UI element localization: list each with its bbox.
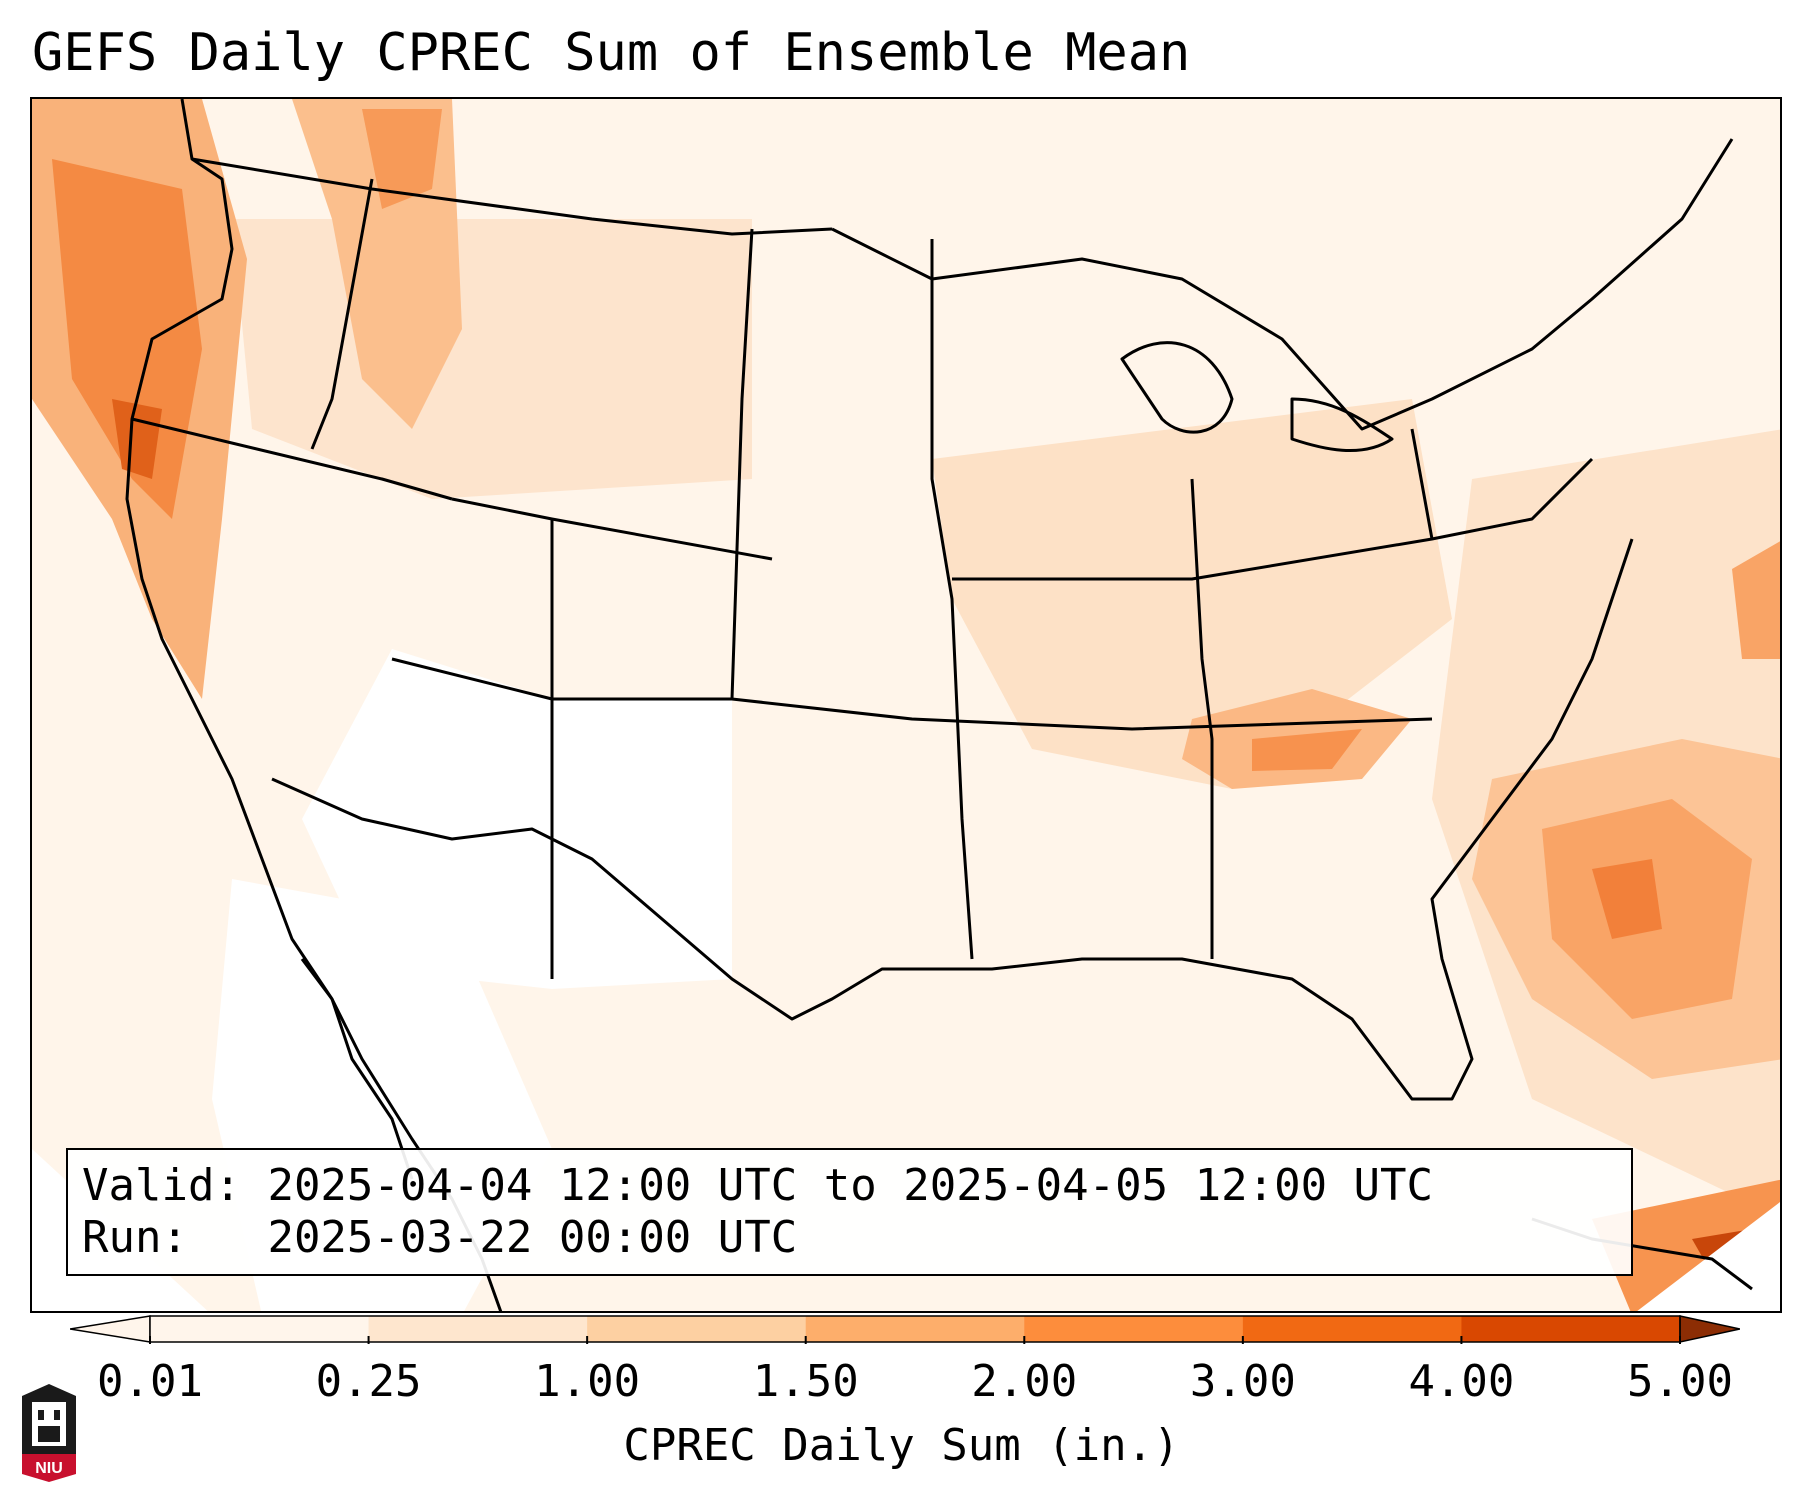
precip-heavy-offshore-east <box>1732 541 1780 659</box>
colorbar-tick-label: 1.50 <box>752 1356 859 1407</box>
colorbar-segment <box>1461 1316 1681 1342</box>
university-seal-icon: NIU <box>22 1384 76 1482</box>
run-label: Run: <box>82 1212 188 1263</box>
precip-light-midwest <box>932 399 1452 789</box>
run-time: 2025-03-22 00:00 UTC <box>267 1212 798 1263</box>
colorbar-segment <box>587 1316 807 1342</box>
precip-heavy-tennessee <box>1252 729 1362 771</box>
oregon-california-border <box>131 417 453 501</box>
colorbar-ticks <box>149 1336 1681 1344</box>
map-title: GEFS Daily CPREC Sum of Ensemble Mean <box>32 23 1191 83</box>
valid-line: Valid: 2025-04-04 12:00 UTC to 2025-04-0… <box>82 1160 1433 1212</box>
colorbar-tick-label: 5.00 <box>1627 1356 1733 1407</box>
colorbar-tick-label: 2.00 <box>971 1356 1078 1407</box>
colorbar <box>70 1315 1740 1344</box>
colorbar-tick-label: 0.01 <box>97 1356 203 1407</box>
valid-label: Valid: <box>82 1160 241 1211</box>
colorbar-segment <box>1242 1316 1462 1342</box>
precip-heavy-northern-rockies <box>362 109 442 209</box>
validity-info-box: Valid: 2025-04-04 12:00 UTC to 2025-04-0… <box>66 1148 1633 1276</box>
precip-heavy-pnw <box>52 159 202 519</box>
colorbar-segment <box>805 1316 1025 1342</box>
colorbar-segments <box>70 1315 1740 1343</box>
great-lakes <box>1120 341 1234 434</box>
colorbar-frame <box>149 1315 1681 1343</box>
meridian-border-d <box>1190 478 1214 959</box>
colorbar-extend-high <box>1679 1315 1740 1343</box>
precip-max-atlantic <box>1592 859 1662 939</box>
central-border-b <box>391 657 1433 731</box>
northern-border <box>831 138 1734 431</box>
map-boundaries <box>125 99 1753 1311</box>
precip-map <box>30 97 1782 1313</box>
central-border-c <box>952 537 1433 581</box>
colorbar-tick-label: 3.00 <box>1189 1356 1296 1407</box>
meridian-border-c <box>930 239 974 960</box>
dry-region-southwest <box>302 649 732 989</box>
lake-erie-ontario <box>1290 397 1394 452</box>
colorbar-segment <box>1024 1316 1244 1342</box>
washington-idaho-border <box>310 178 374 450</box>
valid-time-range: 2025-04-04 12:00 UTC to 2025-04-05 12:00… <box>267 1160 1434 1211</box>
colorbar-segment <box>368 1316 588 1342</box>
us-canada-border <box>191 157 833 236</box>
logo-text: NIU <box>35 1460 63 1477</box>
colorbar-label: CPREC Daily Sum (in.) <box>623 1420 1180 1471</box>
northeast-border <box>1410 428 1594 541</box>
colorbar-tick-label: 4.00 <box>1408 1356 1515 1407</box>
precip-max-pnw <box>112 399 162 479</box>
southern-coast-and-border <box>271 538 1634 1101</box>
meridian-border-a <box>730 228 754 700</box>
colorbar-tick-label: 1.00 <box>534 1356 641 1407</box>
colorbar-extend-low <box>70 1315 151 1343</box>
pacific-coastline <box>125 99 503 1311</box>
run-line: Run: 2025-03-22 00:00 UTC <box>82 1212 797 1264</box>
baja-coast <box>300 958 414 1180</box>
colorbar-segment <box>150 1316 370 1342</box>
map-canvas <box>32 99 1780 1311</box>
colorbar-tick-label: 0.25 <box>315 1356 422 1407</box>
